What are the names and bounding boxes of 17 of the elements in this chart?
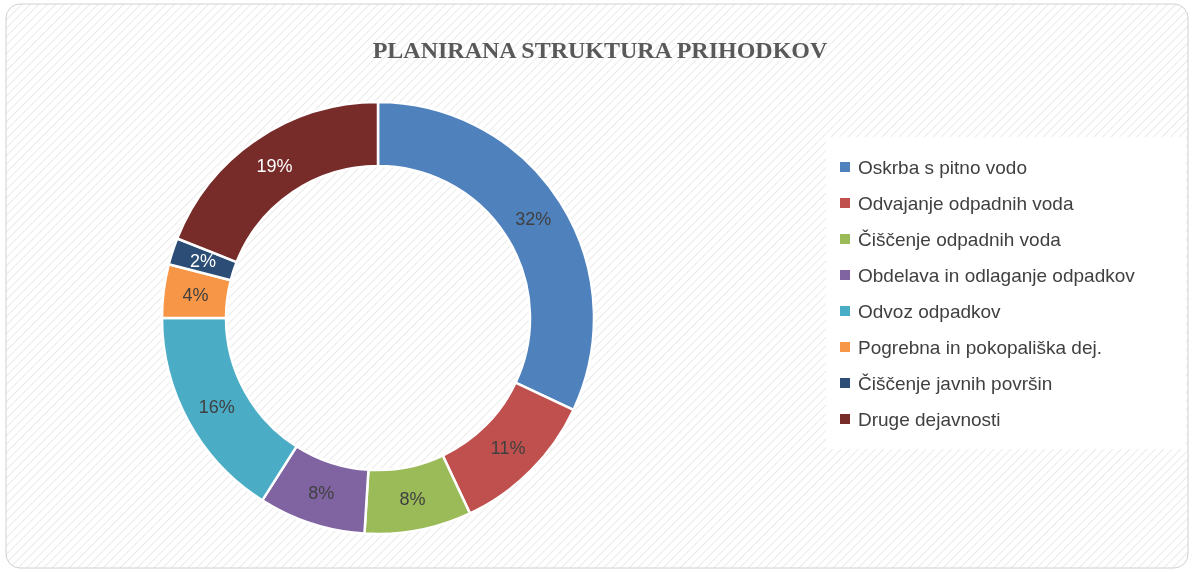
legend-label: Druge dejavnosti [858,408,1001,430]
legend-label: Obdelava in odlaganje odpadkov [858,264,1136,286]
data-label: 16% [198,396,235,417]
data-label: 8% [308,482,335,503]
chart-title: PLANIRANA STRUKTURA PRIHODKOV [372,37,829,63]
data-label: 19% [256,155,293,176]
legend-label: Oskrba s pitno vodo [858,156,1027,178]
data-label: 32% [515,209,552,230]
legend-label: Odvajanje odpadnih voda [858,192,1074,214]
legend-label: Čiščenje odpadnih voda [858,228,1062,250]
data-label: 4% [182,284,209,305]
data-label: 11% [490,438,526,459]
legend-label: Pogrebna in pokopališka dej. [858,336,1103,358]
data-label: 2% [190,251,217,272]
legend-label: Odvoz odpadkov [858,300,1002,322]
legend-label: Čiščenje javnih površin [858,372,1053,394]
data-label: 8% [399,488,426,509]
